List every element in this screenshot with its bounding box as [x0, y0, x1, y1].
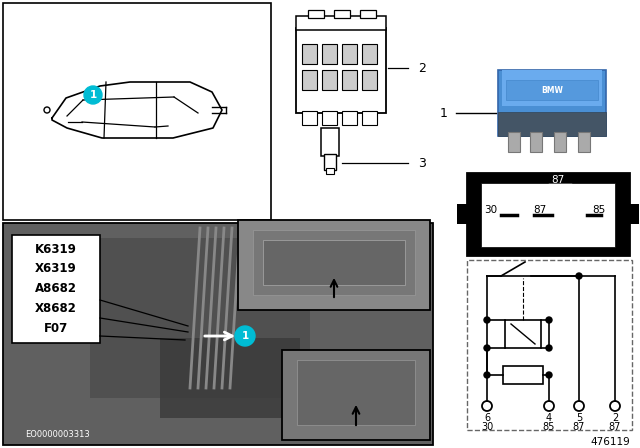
- Text: BMW: BMW: [541, 86, 563, 95]
- Text: 30: 30: [484, 205, 497, 215]
- Bar: [296, 16, 386, 30]
- Text: 85: 85: [543, 422, 555, 432]
- Text: 87: 87: [609, 422, 621, 432]
- Bar: [324, 154, 336, 170]
- Bar: [362, 70, 377, 90]
- Bar: [342, 44, 357, 64]
- Text: X6319: X6319: [35, 263, 77, 276]
- Bar: [334, 10, 350, 18]
- Text: 87: 87: [533, 205, 547, 215]
- Text: 2: 2: [418, 61, 426, 74]
- Bar: [578, 132, 590, 152]
- Circle shape: [610, 401, 620, 411]
- Text: 5: 5: [576, 413, 582, 423]
- Bar: [321, 128, 339, 156]
- Bar: [530, 132, 542, 152]
- Bar: [342, 70, 357, 90]
- Bar: [498, 112, 606, 136]
- Bar: [360, 10, 376, 18]
- Bar: [253, 230, 415, 295]
- Bar: [362, 111, 377, 125]
- Bar: [90, 238, 310, 398]
- Circle shape: [546, 317, 552, 323]
- Circle shape: [484, 372, 490, 378]
- Bar: [238, 220, 430, 310]
- Bar: [481, 183, 615, 247]
- Circle shape: [482, 401, 492, 411]
- Bar: [502, 70, 602, 106]
- Bar: [322, 111, 337, 125]
- Bar: [160, 338, 300, 418]
- Text: X8682: X8682: [35, 302, 77, 315]
- Bar: [322, 44, 337, 64]
- Text: 3: 3: [418, 156, 426, 169]
- Text: 87: 87: [552, 175, 564, 185]
- Bar: [467, 260, 632, 430]
- Bar: [362, 44, 377, 64]
- Bar: [322, 70, 337, 90]
- Circle shape: [546, 372, 552, 378]
- Text: 2: 2: [612, 413, 618, 423]
- Circle shape: [544, 401, 554, 411]
- Bar: [505, 320, 541, 348]
- Text: F07: F07: [44, 323, 68, 336]
- Bar: [296, 28, 386, 113]
- Circle shape: [546, 345, 552, 351]
- Circle shape: [484, 317, 490, 323]
- Bar: [506, 80, 598, 100]
- Bar: [263, 240, 405, 285]
- Text: 1: 1: [241, 331, 248, 341]
- Bar: [508, 132, 520, 152]
- Text: 85: 85: [593, 205, 605, 215]
- Text: EO0000003313: EO0000003313: [26, 430, 90, 439]
- Text: A8682: A8682: [35, 283, 77, 296]
- Circle shape: [235, 326, 255, 346]
- Bar: [467, 173, 629, 255]
- Bar: [308, 10, 324, 18]
- Bar: [457, 204, 467, 224]
- Bar: [12, 235, 100, 343]
- Text: 87: 87: [573, 422, 585, 432]
- Text: 4: 4: [546, 413, 552, 423]
- Bar: [342, 111, 357, 125]
- Bar: [554, 132, 566, 152]
- Bar: [282, 350, 430, 440]
- Text: K6319: K6319: [35, 242, 77, 255]
- Bar: [503, 366, 543, 384]
- Bar: [302, 111, 317, 125]
- Bar: [498, 70, 606, 136]
- Bar: [302, 44, 317, 64]
- Circle shape: [576, 273, 582, 279]
- Circle shape: [484, 345, 490, 351]
- Text: 1: 1: [90, 90, 97, 100]
- Bar: [3, 3, 271, 220]
- Text: 1: 1: [440, 107, 448, 120]
- Bar: [3, 223, 433, 445]
- Circle shape: [574, 401, 584, 411]
- Text: 6: 6: [484, 413, 490, 423]
- Bar: [629, 204, 639, 224]
- Text: 30: 30: [481, 422, 493, 432]
- Text: 476119: 476119: [590, 437, 630, 447]
- Bar: [297, 360, 415, 425]
- Circle shape: [84, 86, 102, 104]
- Bar: [326, 168, 334, 174]
- Bar: [302, 70, 317, 90]
